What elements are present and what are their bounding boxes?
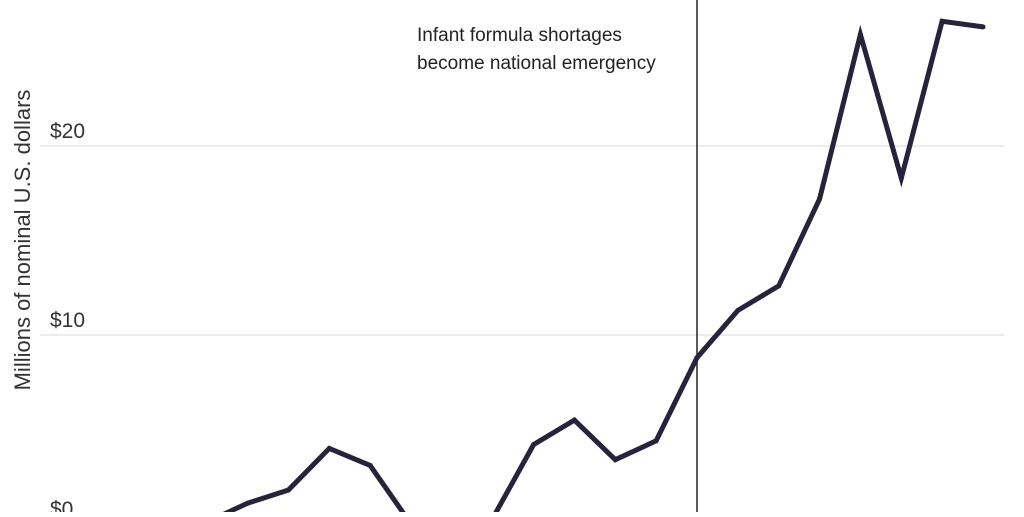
data-point (367, 462, 373, 468)
data-point (817, 196, 823, 202)
data-point (776, 283, 782, 289)
y-axis-title: Millions of nominal U.S. dollars (10, 90, 35, 391)
annotation-text: Infant formula shortages (417, 25, 622, 46)
annotation-text: become national emergency (417, 53, 656, 74)
series-layer (152, 18, 986, 517)
data-point (531, 442, 537, 448)
data-point (326, 445, 332, 451)
data-point (735, 307, 741, 313)
y-tick-label: $0 (50, 498, 73, 512)
data-point (653, 438, 659, 444)
data-point (694, 355, 700, 361)
data-point (245, 500, 251, 506)
data-point (857, 31, 863, 37)
data-point (898, 175, 904, 181)
y-tick-label: $10 (50, 309, 85, 332)
y-axis-ticks: $0 $10 $20 (50, 120, 85, 517)
annotation: Infant formula shortages become national … (417, 0, 698, 512)
series-line (152, 18, 984, 517)
gridlines (40, 145, 1004, 336)
data-point (285, 487, 291, 493)
data-point (612, 457, 618, 463)
y-tick-label: $20 (50, 120, 85, 143)
data-point (939, 18, 945, 24)
data-point (980, 24, 986, 30)
data-point (571, 417, 577, 423)
